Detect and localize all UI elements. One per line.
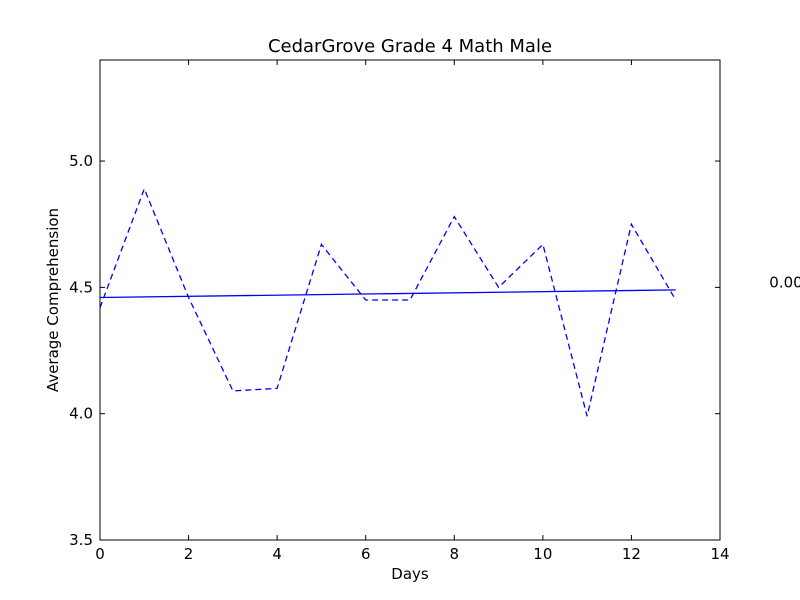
x-tick-label: 4 [272, 545, 282, 563]
annotations: 0.00 [769, 273, 800, 291]
x-tick-label: 10 [533, 545, 552, 563]
trend-line [99, 289, 676, 299]
annotation-label: 0.00 [769, 273, 800, 291]
axis-ticks: 0 2 4 6 8 10 12 14 3.5 4.0 4.5 5.0 [69, 60, 730, 563]
x-tick-label: 6 [361, 545, 371, 563]
series-line-dashed [99, 187, 677, 417]
plot-frame [99, 59, 721, 541]
x-tick-label: 12 [622, 545, 641, 563]
y-tick-label: 4.5 [69, 278, 93, 296]
plot-area [99, 187, 677, 417]
x-tick-label: 2 [184, 545, 194, 563]
chart-title: CedarGrove Grade 4 Math Male [268, 36, 552, 57]
y-tick-label: 5.0 [69, 152, 93, 170]
y-tick-label: 4.0 [69, 405, 93, 423]
x-axis-label: Days [391, 565, 429, 583]
x-tick-label: 8 [450, 545, 460, 563]
y-axis-label: Average Comprehension [44, 208, 62, 392]
x-tick-label: 14 [710, 545, 729, 563]
y-tick-label: 3.5 [69, 531, 93, 549]
x-tick-label: 0 [95, 545, 105, 563]
